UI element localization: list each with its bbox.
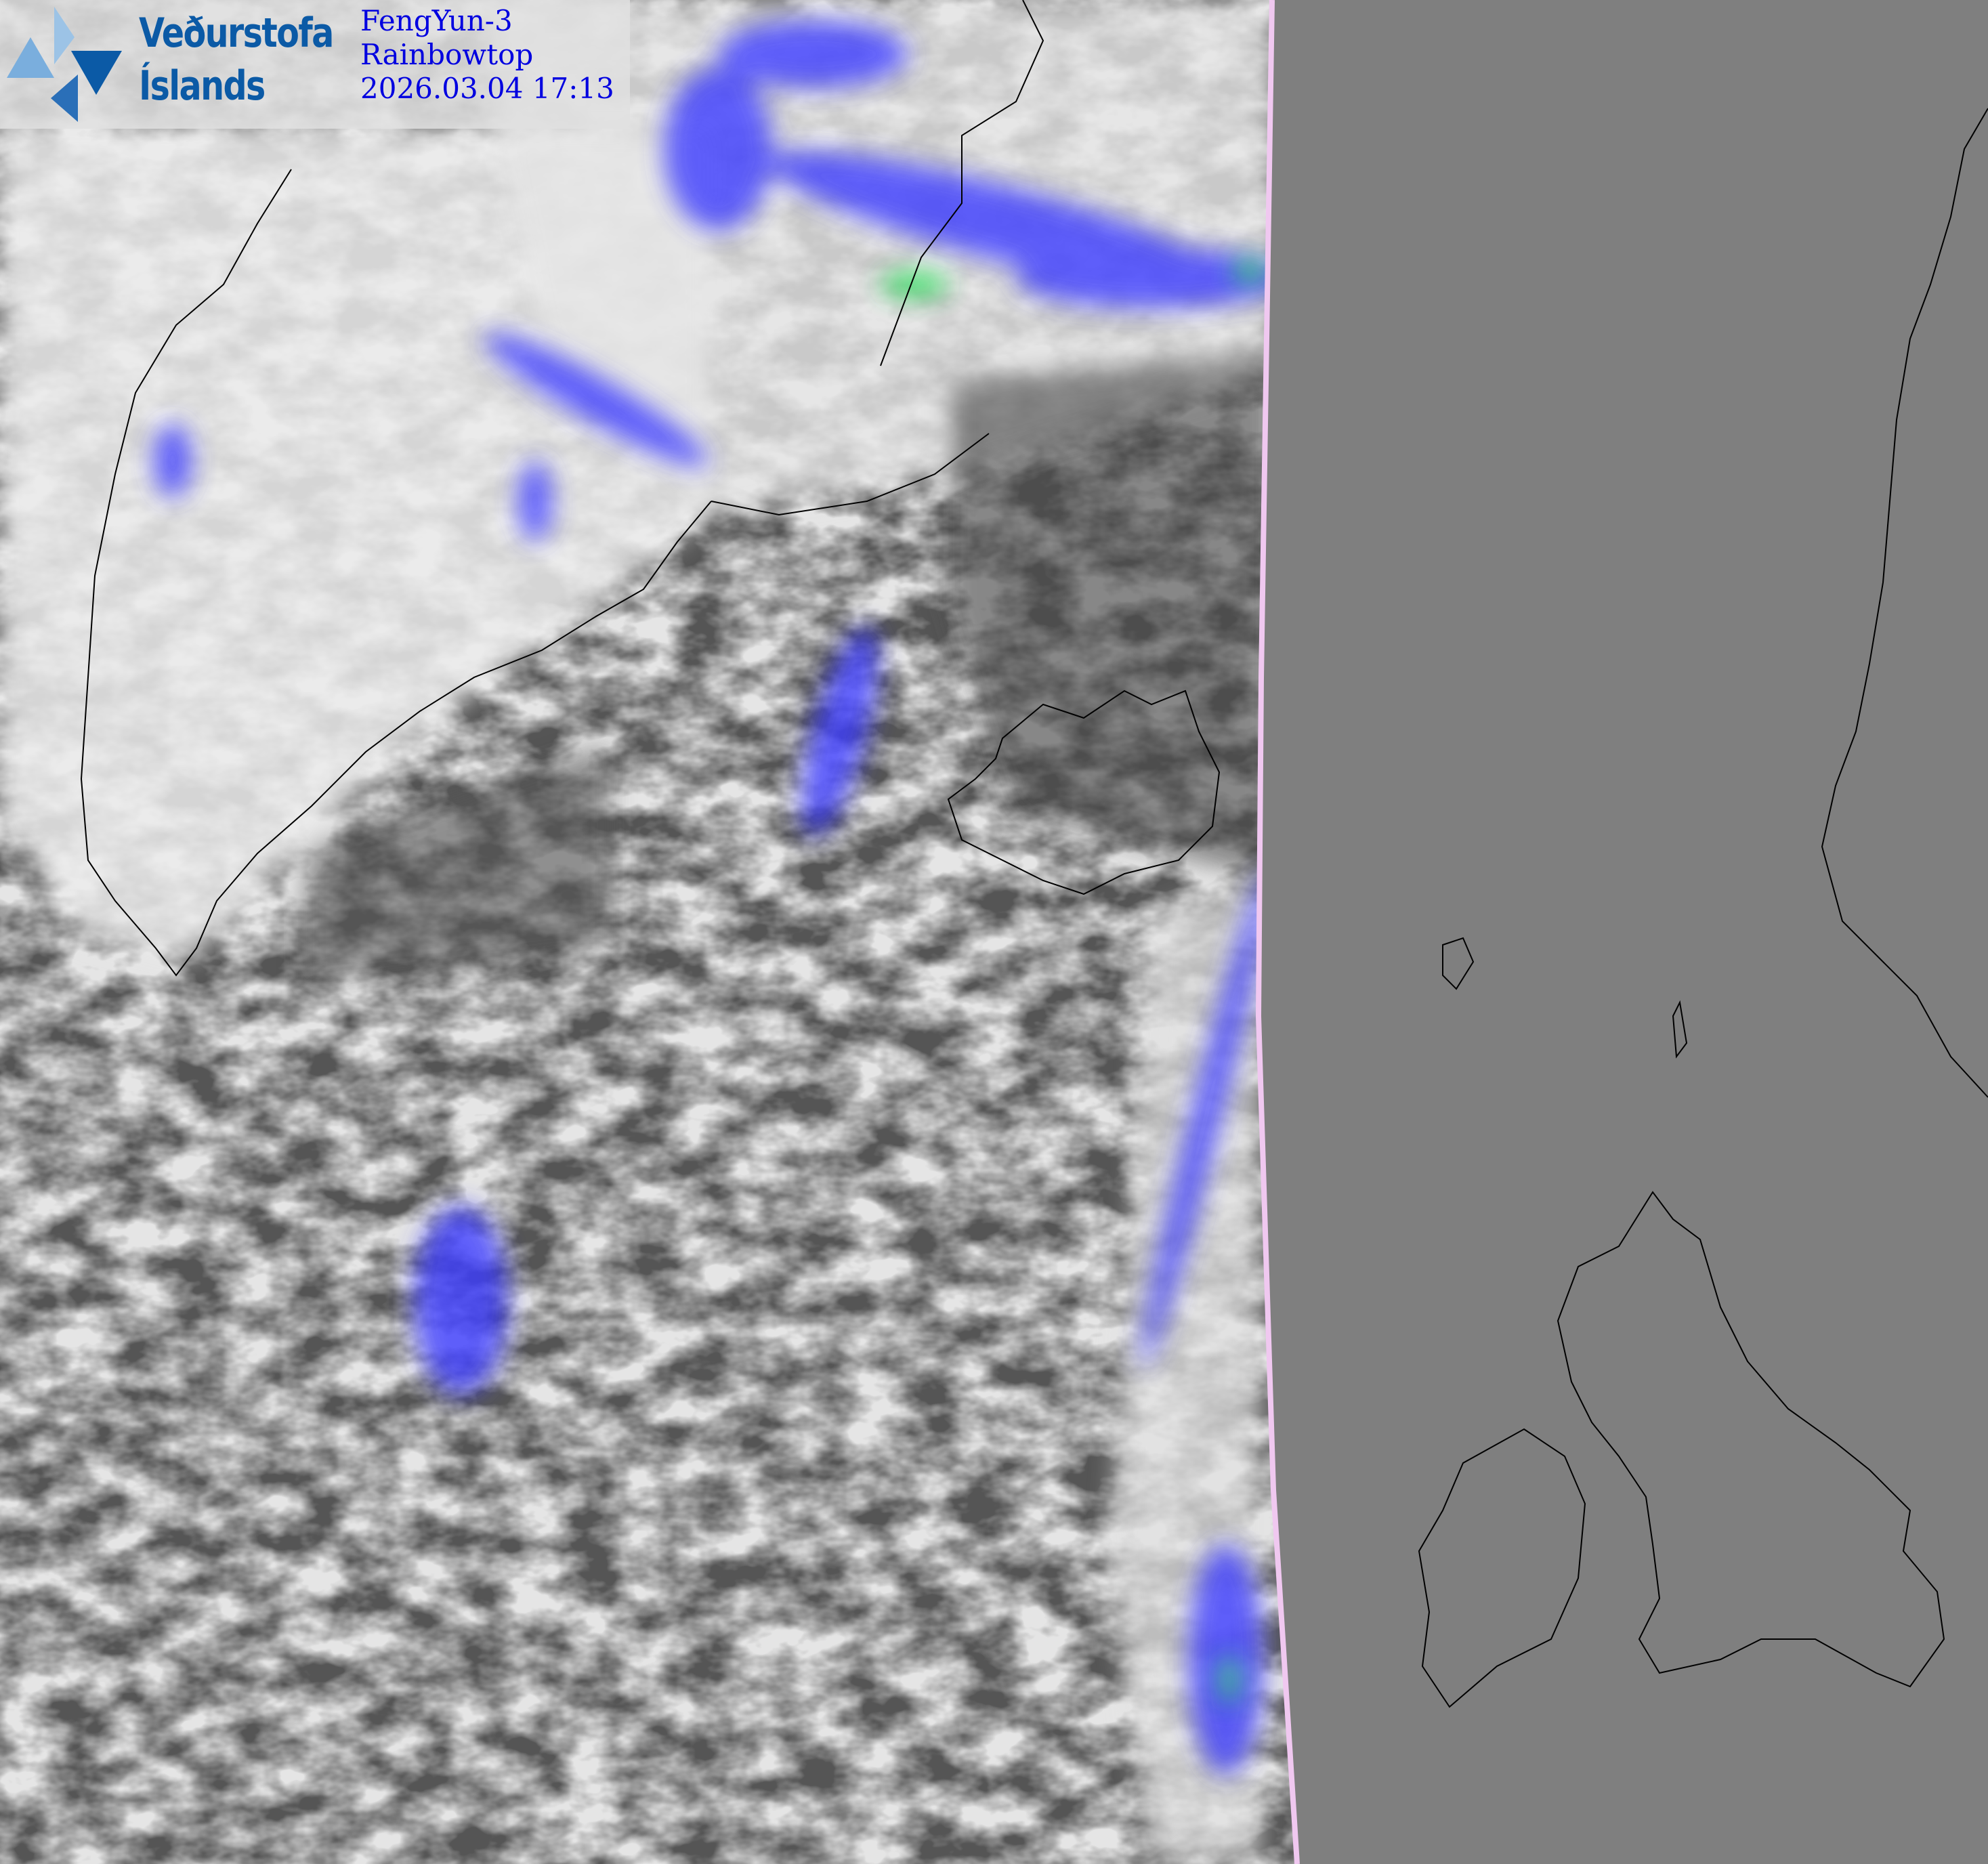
coastline-greenland [80,169,712,977]
coastline-svalbard [880,0,1044,366]
bright-cloud-areas [0,0,1273,1864]
timestamp: 2026.03.04 17:13 [360,72,614,105]
coastline-greenland-north [711,433,990,516]
coastline-faroe-islands [1442,937,1475,990]
image-caption: FengYun-3 Rainbowtop 2026.03.04 17:13 [360,4,614,106]
swath-imagery [0,0,1297,1864]
logo-line-1: Veðurstofa [139,9,334,57]
logo-wordmark: Veðurstofa Íslands [139,7,334,112]
coastlines [80,0,1988,1708]
coastline-iceland [947,690,1221,895]
product-name: Rainbowtop [360,38,534,71]
vedurstofa-logo-icon [7,7,122,122]
swath-edge [1255,0,1300,1864]
coastline-great-britain [1557,1191,1945,1688]
coastline-shetland [1672,1000,1688,1059]
satellite-name: FengYun-3 [360,4,513,37]
logo-line-2: Íslands [139,62,266,110]
coldest-cloud-tops [881,261,1267,1703]
header-overlay: Veðurstofa Íslands FengYun-3 Rainbowtop … [0,0,630,129]
coastline-ireland [1418,1428,1586,1708]
coastline-norway [1821,108,1988,1098]
